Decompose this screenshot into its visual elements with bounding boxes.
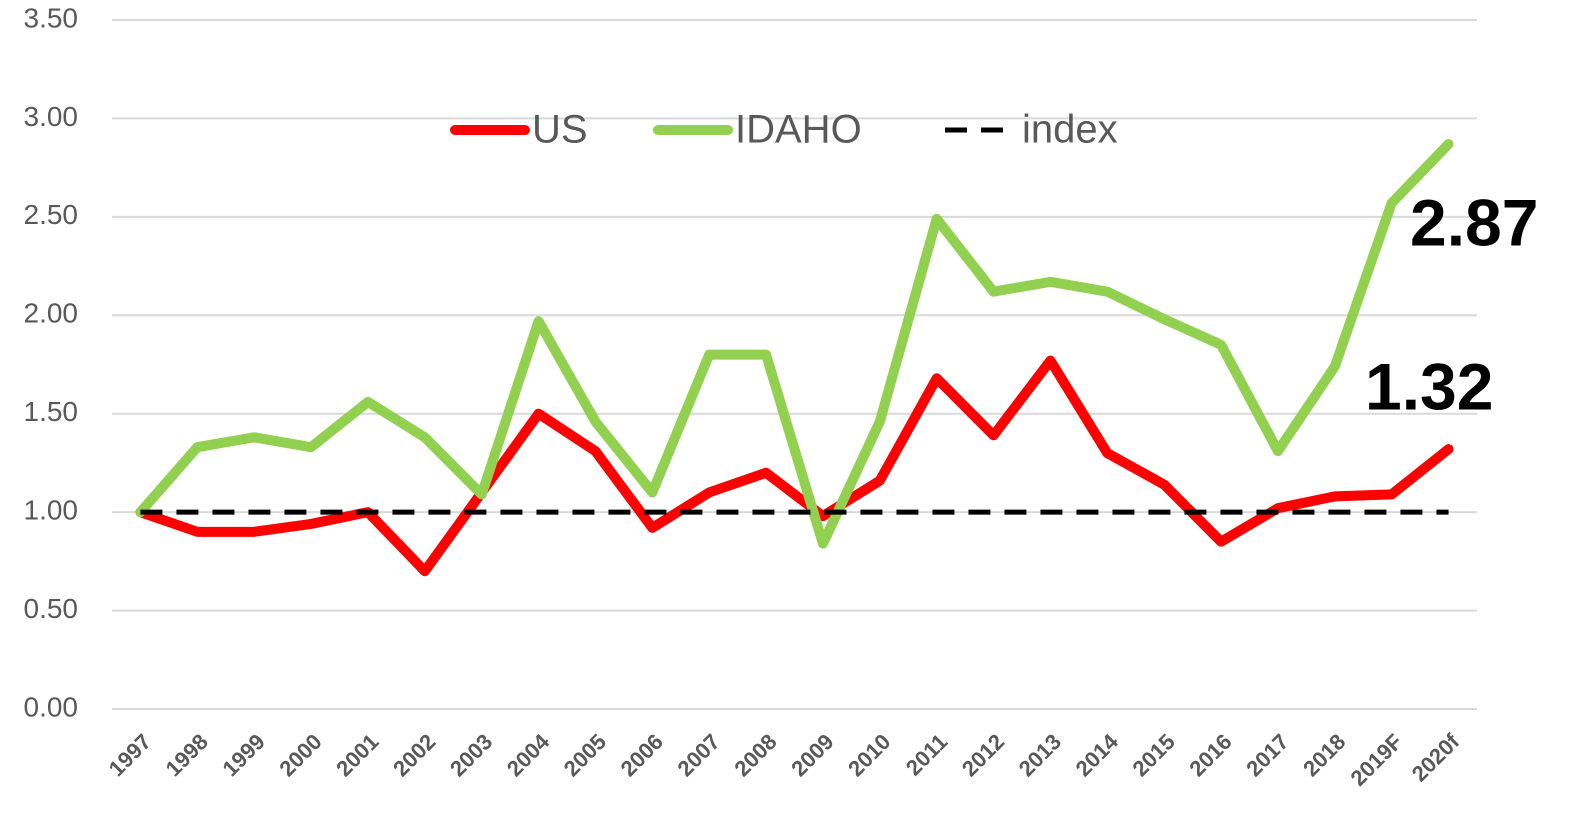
x-tick-label: 2007 [673, 729, 725, 781]
y-tick-label: 2.50 [24, 199, 79, 230]
x-tick-label: 2005 [559, 729, 611, 781]
x-tick-label: 2008 [729, 729, 781, 781]
legend-label: index [1022, 108, 1118, 152]
y-tick-label: 3.50 [24, 2, 79, 33]
x-tick-label: 2019F [1346, 729, 1408, 791]
y-tick-label: 3.00 [24, 101, 79, 132]
x-tick-label: 2001 [331, 729, 383, 781]
x-tick-label: 2000 [274, 729, 326, 781]
y-tick-label: 0.00 [24, 691, 79, 722]
annotation: 1.32 [1365, 349, 1493, 423]
x-tick-label: 2018 [1298, 729, 1350, 781]
legend-label: US [532, 108, 588, 152]
x-tick-label: 2003 [445, 729, 497, 781]
x-tick-label: 2013 [1014, 729, 1066, 781]
y-tick-label: 0.50 [24, 593, 79, 624]
x-tick-label: 2017 [1241, 729, 1293, 781]
x-tick-label: 2002 [388, 729, 440, 781]
x-tick-label: 2004 [502, 728, 555, 781]
x-tick-label: 2015 [1128, 729, 1180, 781]
x-tick-label: 1997 [104, 729, 156, 781]
x-tick-label: 2012 [957, 729, 1009, 781]
y-tick-label: 1.00 [24, 495, 79, 526]
legend-label: IDAHO [735, 108, 862, 152]
x-tick-label: 1999 [218, 729, 270, 781]
x-tick-label: 2006 [616, 729, 668, 781]
y-tick-label: 2.00 [24, 298, 79, 329]
line-1 [135, 139, 1454, 549]
y-tick-label: 1.50 [24, 396, 79, 427]
x-tick-label: 2010 [843, 729, 895, 781]
x-tick-label: 2016 [1184, 729, 1236, 781]
x-tick-label: 2011 [901, 729, 952, 780]
x-tick-label: 1998 [161, 729, 213, 781]
annotation: 2.87 [1410, 185, 1538, 259]
x-tick-label: 2009 [786, 729, 838, 781]
x-tick-label: 2020f [1407, 729, 1465, 787]
x-tick-label: 2014 [1071, 728, 1124, 781]
